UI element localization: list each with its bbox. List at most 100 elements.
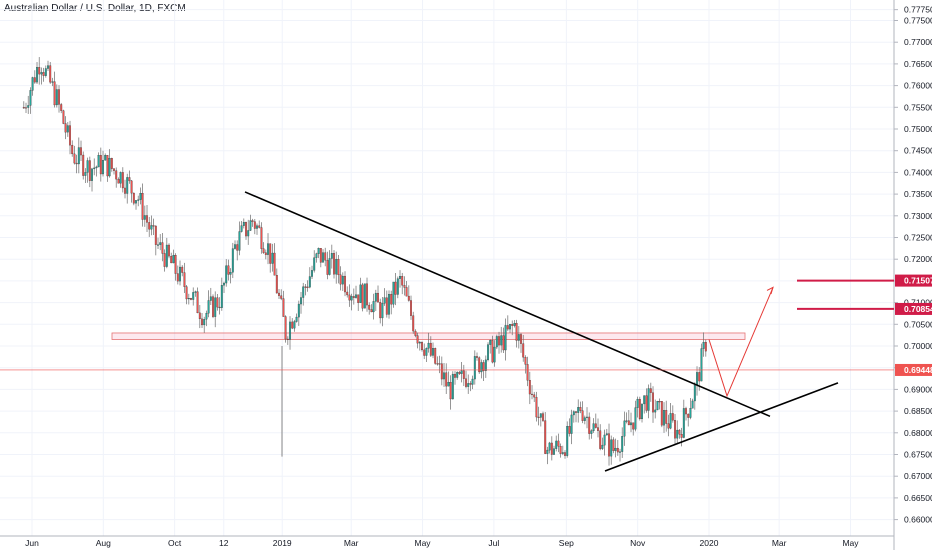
candle <box>548 441 551 454</box>
candle <box>502 327 505 353</box>
candle <box>165 237 168 269</box>
candle-body <box>126 177 129 194</box>
candle <box>458 370 461 375</box>
candle <box>643 395 646 414</box>
candle <box>319 248 322 268</box>
candle-body <box>324 252 327 261</box>
candle <box>225 259 228 287</box>
candle-body <box>326 260 329 275</box>
candle <box>535 391 538 422</box>
candle <box>559 443 562 458</box>
candle-body <box>632 422 635 430</box>
candle <box>504 318 507 361</box>
candle <box>436 356 439 366</box>
candle-body <box>251 220 254 222</box>
candle-body <box>599 430 602 449</box>
candle <box>557 433 560 453</box>
candle <box>526 356 529 387</box>
candle-body <box>322 252 324 263</box>
candle <box>258 220 261 229</box>
candle <box>614 438 617 458</box>
candle <box>190 297 192 301</box>
candle-body <box>115 170 118 180</box>
candle-body <box>346 291 349 296</box>
candle-body <box>148 222 151 230</box>
candle-body <box>500 335 503 346</box>
x-tick-label: 12 <box>219 538 229 548</box>
candle <box>218 297 221 315</box>
candle <box>579 401 582 414</box>
candle-body <box>469 383 472 385</box>
candle <box>427 332 430 353</box>
candle-body <box>671 413 674 421</box>
candle-body <box>128 177 131 182</box>
candle <box>361 282 364 312</box>
candle-body <box>159 242 162 245</box>
candle <box>462 364 465 387</box>
candle <box>575 410 577 423</box>
candle <box>350 293 353 311</box>
candle-body <box>113 168 115 171</box>
candle <box>528 371 531 405</box>
candle <box>451 371 454 400</box>
candle <box>663 402 665 433</box>
candle <box>82 151 85 180</box>
candle-body <box>117 178 120 184</box>
candle <box>564 450 566 459</box>
candle-body <box>612 439 615 451</box>
candle-body <box>416 335 419 344</box>
candle-body <box>447 382 450 387</box>
candle <box>317 247 320 259</box>
candle-body <box>95 166 98 169</box>
candle-body <box>685 408 687 415</box>
candle-body <box>522 343 525 358</box>
candle-body <box>392 281 395 305</box>
candle-body <box>337 258 340 276</box>
candle <box>260 222 263 254</box>
candle-body <box>680 434 683 438</box>
grid <box>0 0 894 536</box>
candle <box>326 251 329 280</box>
candle <box>473 350 476 385</box>
candle <box>282 290 285 317</box>
candle-body <box>489 340 492 345</box>
candle-body <box>418 341 421 344</box>
price-badge <box>895 274 932 287</box>
candle <box>185 285 188 305</box>
candle-body <box>249 220 252 231</box>
candle-body <box>55 89 58 106</box>
candle-body <box>467 383 470 387</box>
candle-body <box>454 373 456 378</box>
candle-body <box>106 155 109 177</box>
candle-body <box>506 325 509 330</box>
candle <box>95 165 98 177</box>
candle <box>550 436 553 461</box>
candle <box>267 233 269 265</box>
candle <box>216 293 219 311</box>
candle-body <box>93 167 96 170</box>
candle <box>253 218 256 235</box>
candle <box>212 294 214 319</box>
price-badges: 0.71507 0.70854 0.69448 <box>0 274 932 376</box>
candle <box>234 240 236 250</box>
candle-body <box>31 77 34 91</box>
y-tick-label: 0.77500 <box>904 16 932 26</box>
candle-body <box>438 363 441 365</box>
candle <box>647 384 650 419</box>
candle-body <box>357 294 360 303</box>
candle <box>586 407 588 429</box>
candle <box>506 315 509 332</box>
candle-body <box>649 388 652 393</box>
candle-body <box>660 401 663 426</box>
candle <box>137 195 140 207</box>
candle <box>619 448 621 462</box>
candle <box>110 157 113 172</box>
candle <box>293 319 296 332</box>
candle-body <box>196 291 199 314</box>
candle-body <box>594 423 597 428</box>
candle <box>517 326 520 349</box>
candle <box>449 375 452 410</box>
candle-body <box>264 252 267 255</box>
candle <box>399 270 401 288</box>
